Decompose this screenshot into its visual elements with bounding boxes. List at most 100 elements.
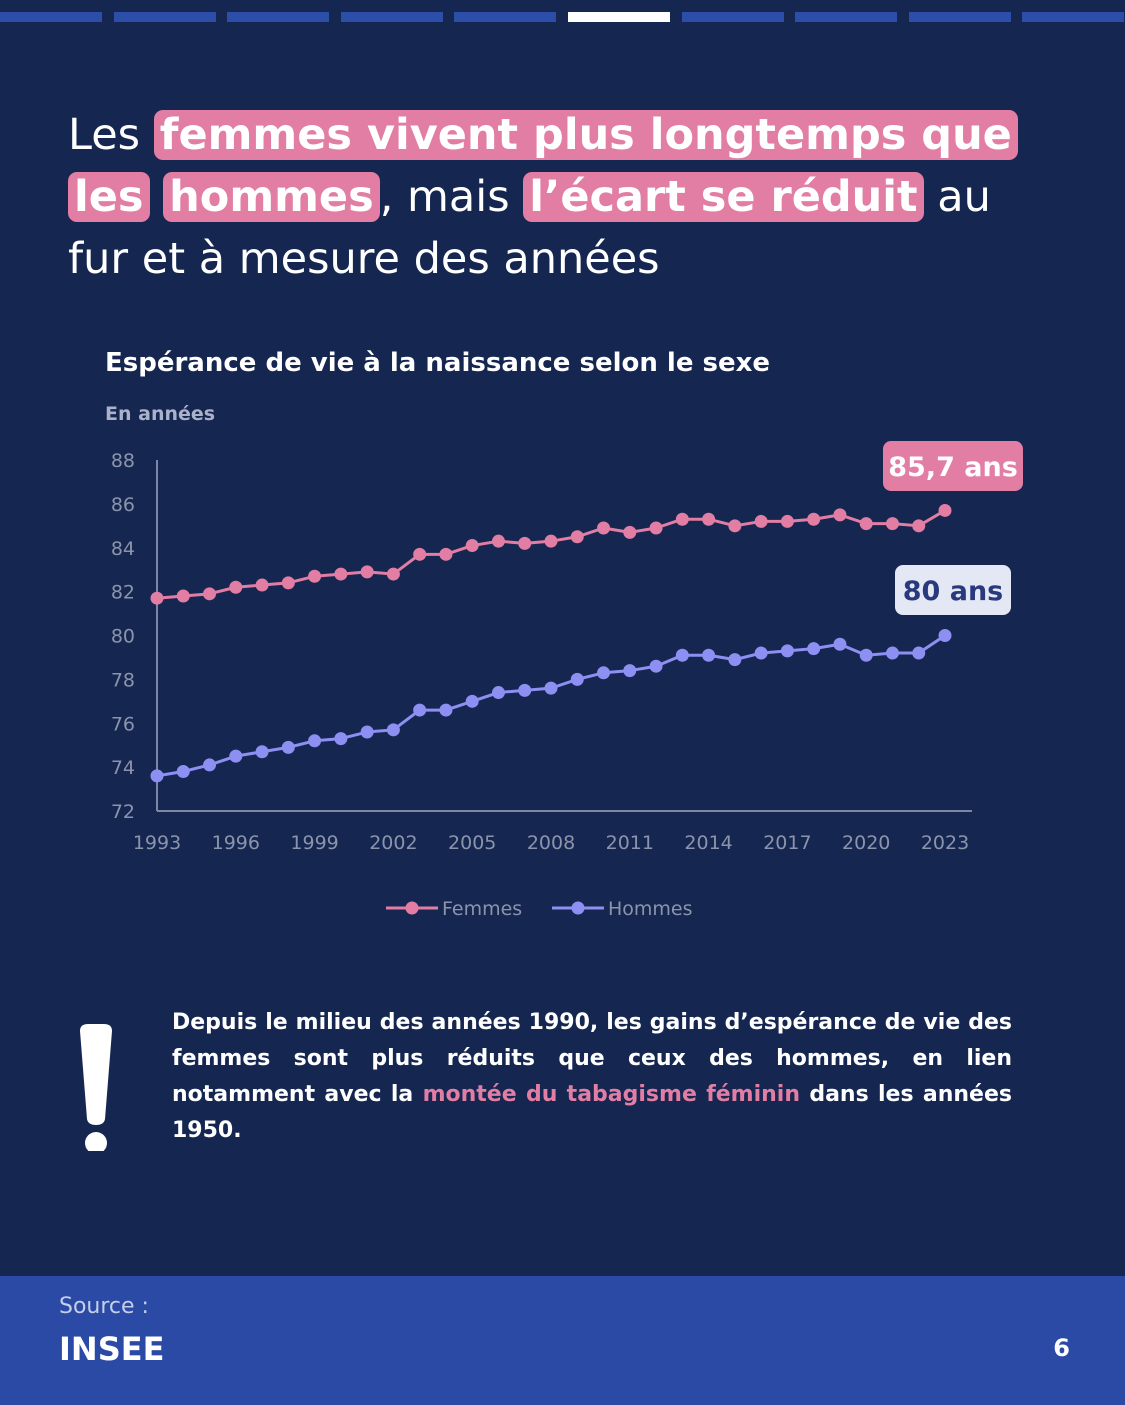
data-point (859, 517, 873, 531)
headline-text-2: , mais (379, 172, 524, 222)
x-tick-label: 2017 (763, 832, 811, 854)
legend-marker (405, 901, 419, 915)
headline-highlight-1b: hommes (163, 172, 380, 222)
data-point (413, 703, 427, 717)
exclamation-icon (80, 1024, 112, 1151)
data-point (675, 512, 689, 526)
data-point (203, 587, 217, 601)
headline-text-3: au fur et à mesure des années (68, 172, 991, 284)
progress-segment (681, 12, 784, 22)
data-point (859, 648, 873, 662)
data-point (570, 530, 584, 544)
data-point (176, 589, 190, 603)
data-point (203, 758, 217, 772)
data-point (544, 534, 558, 548)
y-tick-label: 82 (111, 582, 135, 604)
legend-label: Hommes (608, 898, 693, 920)
footer: Source : INSEE 6 (0, 1276, 1125, 1405)
data-point (728, 519, 742, 533)
y-tick-label: 78 (111, 669, 135, 691)
progress-segment (340, 12, 443, 22)
y-tick-label: 86 (111, 494, 135, 516)
legend-label: Femmes (442, 898, 522, 920)
x-tick-label: 2005 (448, 832, 496, 854)
data-point (702, 512, 716, 526)
data-point (675, 648, 689, 662)
x-tick-label: 2011 (606, 832, 654, 854)
x-tick-label: 1996 (212, 832, 260, 854)
data-point (938, 629, 952, 642)
data-point (255, 745, 269, 759)
data-point (465, 694, 479, 708)
y-tick-label: 84 (111, 538, 135, 560)
headline-text-1: Les (68, 110, 154, 160)
data-point (885, 517, 899, 531)
page-number: 6 (1053, 1334, 1070, 1362)
progress-segment (908, 12, 1011, 22)
data-point (229, 580, 243, 594)
y-tick-label: 88 (111, 450, 135, 472)
data-point (413, 547, 427, 561)
data-point (807, 642, 821, 656)
data-point (308, 734, 322, 748)
alert-text-end: dans les années 1950. (172, 1082, 1012, 1143)
data-point (780, 644, 794, 658)
data-point (754, 514, 768, 528)
data-point (176, 765, 190, 779)
progress-segment (1022, 12, 1125, 22)
y-tick-label: 80 (111, 626, 135, 648)
data-point (518, 536, 532, 550)
data-point (334, 732, 348, 746)
legend-marker (571, 901, 585, 915)
y-tick-label: 72 (111, 801, 135, 823)
progress-segment (568, 12, 670, 22)
data-point (465, 539, 479, 553)
data-point (649, 521, 663, 535)
data-point (885, 646, 899, 660)
life-expectancy-chart: 72 74 76 78 80 82 84 86 88 1993 1996 1999 2002 2005 20… (111, 441, 1023, 920)
end-label-femmes: 85,7 ans (888, 452, 1018, 483)
x-tick-label: 2002 (369, 832, 417, 854)
headline-highlight-2: l’écart se réduit (523, 172, 924, 222)
data-point (334, 567, 348, 581)
alert-text-emphasis: montée du tabagisme féminin (422, 1082, 801, 1107)
source-label: Source : (59, 1294, 149, 1319)
data-point (229, 749, 243, 763)
source-name: INSEE (59, 1330, 165, 1368)
x-tick-label: 1993 (133, 832, 181, 854)
y-tick-label: 76 (111, 713, 135, 735)
series-line-femmes (156, 509, 946, 600)
chart-title: Espérance de vie à la naissance selon le… (105, 348, 771, 378)
data-point (912, 646, 926, 660)
data-point (439, 547, 453, 561)
data-point (597, 521, 611, 535)
data-point (570, 672, 584, 686)
data-point (623, 525, 637, 539)
alert-text-start: Depuis le milieu des années 1990, les ga… (172, 1010, 1012, 1107)
x-tick-label: 2014 (684, 832, 732, 854)
slide-progress-bar (0, 12, 1125, 22)
data-point (833, 508, 847, 522)
progress-segment (227, 12, 330, 22)
data-point (518, 683, 532, 697)
data-point (938, 503, 952, 517)
data-point (544, 681, 558, 695)
data-point (597, 666, 611, 680)
data-point (649, 659, 663, 673)
data-point (255, 578, 269, 592)
data-point (912, 519, 926, 533)
data-point (780, 514, 794, 528)
x-tick-label: 2008 (527, 832, 575, 854)
data-point (150, 769, 164, 783)
data-point (360, 565, 374, 579)
x-tick-label: 2023 (921, 832, 969, 854)
progress-segment (795, 12, 898, 22)
y-tick-label: 74 (111, 757, 135, 779)
data-point (439, 703, 453, 717)
end-label-femmes-bg (883, 441, 1023, 491)
data-point (623, 664, 637, 678)
data-point (281, 740, 295, 754)
data-point (728, 653, 742, 667)
data-point (308, 569, 322, 583)
data-point (360, 725, 374, 739)
